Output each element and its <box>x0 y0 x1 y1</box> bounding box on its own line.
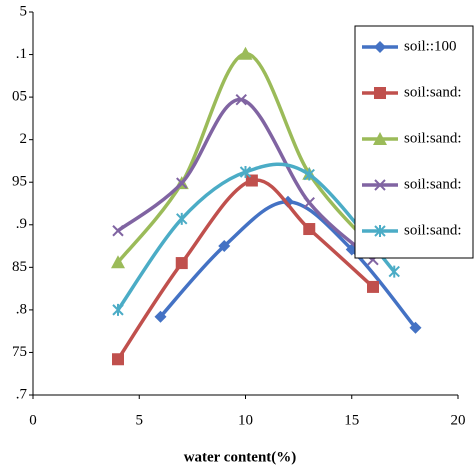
legend-label: soil:sand: <box>404 176 462 192</box>
x-axis-title: water content(%) <box>184 449 297 465</box>
marker <box>111 255 125 269</box>
marker <box>303 168 315 181</box>
marker <box>303 196 315 209</box>
y-tick-label: 75 <box>12 344 27 360</box>
marker <box>373 132 387 145</box>
legend-label: soil:sand: <box>404 130 462 146</box>
marker <box>112 353 124 366</box>
marker <box>176 177 188 189</box>
marker <box>112 303 124 316</box>
y-tick-label: 2 <box>20 131 28 147</box>
legend-label: soil:sand: <box>404 222 462 238</box>
series-line <box>116 97 375 261</box>
marker <box>245 174 258 187</box>
y-tick-label: .1 <box>16 46 27 62</box>
marker <box>112 225 124 237</box>
legend-label: soil::100 <box>404 38 457 54</box>
marker <box>409 321 422 334</box>
marker <box>374 179 386 191</box>
x-tick-label: 5 <box>136 412 144 428</box>
marker <box>218 240 231 253</box>
marker <box>388 265 400 278</box>
x-tick-label: 15 <box>344 412 359 428</box>
marker <box>367 280 379 293</box>
marker <box>374 87 386 99</box>
marker <box>303 223 316 236</box>
x-tick-label: 0 <box>29 412 37 428</box>
x-tick-label: 20 <box>451 412 466 428</box>
y-tick-label: 5 <box>20 3 28 19</box>
marker <box>374 41 386 53</box>
y-tick-label: 05 <box>12 89 27 105</box>
y-tick-label: 95 <box>12 174 27 190</box>
marker <box>374 225 386 237</box>
y-tick-label: .9 <box>16 216 27 232</box>
y-tick-label: .8 <box>16 301 27 317</box>
marker <box>235 93 247 106</box>
x-tick-label: 10 <box>238 412 253 428</box>
y-tick-label: .7 <box>16 386 28 402</box>
marker <box>238 46 253 60</box>
legend-label: soil:sand: <box>404 84 462 100</box>
y-tick-label: 85 <box>12 259 27 275</box>
marker <box>239 166 252 179</box>
marker <box>176 212 188 225</box>
marker <box>175 257 188 270</box>
marker <box>154 310 167 323</box>
